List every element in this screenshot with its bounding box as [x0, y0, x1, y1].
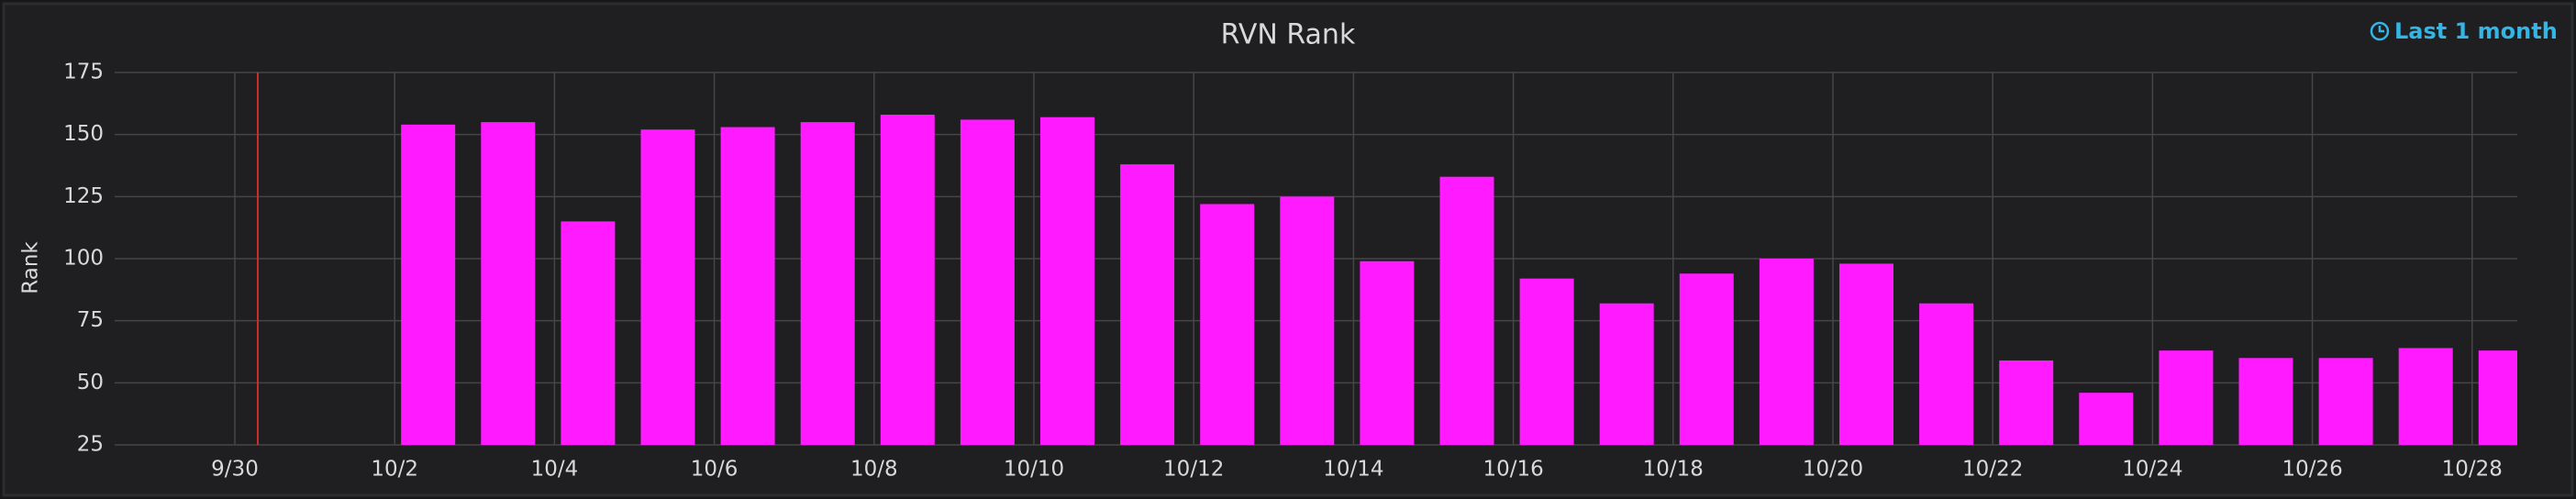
bar — [1120, 164, 1175, 445]
x-tick-label: 9/30 — [211, 458, 259, 482]
x-tick-label: 10/12 — [1163, 458, 1224, 482]
x-tick-label: 10/20 — [1803, 458, 1863, 482]
y-axis-label: Rank — [19, 241, 43, 294]
bar — [960, 119, 1015, 445]
x-tick-label: 10/14 — [1323, 458, 1383, 482]
bar — [1679, 273, 1734, 445]
x-tick-label: 10/8 — [850, 458, 898, 482]
bar — [880, 115, 935, 445]
bars — [401, 115, 2517, 445]
x-tick-label: 10/22 — [1962, 458, 2023, 482]
bar — [720, 127, 775, 445]
bar — [800, 122, 855, 445]
x-tick-label: 10/16 — [1482, 458, 1543, 482]
x-tick-label: 10/6 — [691, 458, 738, 482]
y-tick-label: 25 — [77, 433, 104, 457]
bar — [1519, 278, 1574, 445]
x-tick-label: 10/24 — [2122, 458, 2182, 482]
bar — [481, 122, 536, 445]
bar — [2318, 358, 2373, 445]
y-tick-label: 75 — [77, 308, 104, 332]
bar — [2159, 350, 2214, 445]
y-tick-label: 150 — [63, 122, 104, 146]
bar — [1759, 259, 1814, 445]
bar — [1599, 303, 1654, 445]
bar — [2398, 348, 2453, 445]
bar — [1839, 263, 1893, 445]
y-tick-label: 50 — [77, 371, 104, 394]
chart-title: RVN Rank — [1221, 19, 1356, 51]
bar — [561, 221, 616, 445]
x-tick-label: 10/10 — [1004, 458, 1064, 482]
x-tick-label: 10/2 — [371, 458, 418, 482]
bar — [2478, 350, 2517, 445]
bar — [1360, 261, 1415, 445]
time-range[interactable]: Last 1 month — [2394, 18, 2558, 44]
time-picker[interactable]: Last 1 month — [2370, 18, 2558, 44]
x-tick-label: 10/18 — [1643, 458, 1704, 482]
bar — [2079, 393, 2134, 445]
x-tick-label: 10/4 — [531, 458, 579, 482]
bar — [2238, 358, 2293, 445]
bar — [1040, 116, 1094, 445]
x-tick-label: 10/28 — [2442, 458, 2503, 482]
bar — [401, 124, 456, 445]
x-tick-label: 10/26 — [2282, 458, 2342, 482]
bar — [1280, 196, 1335, 445]
bar — [1200, 204, 1255, 445]
y-tick-label: 125 — [63, 184, 104, 208]
y-tick-label: 100 — [63, 247, 104, 271]
y-tick-label: 175 — [63, 61, 104, 84]
bar — [1439, 176, 1494, 445]
bar — [1999, 360, 2054, 445]
bar — [640, 129, 695, 445]
bar — [1919, 303, 1974, 445]
